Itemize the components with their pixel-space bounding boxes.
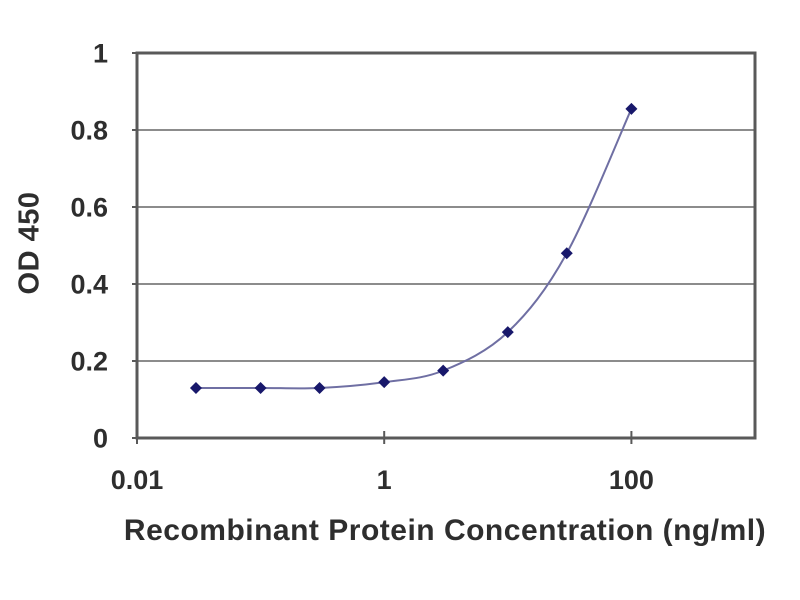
y-tick-label-0.2: 0.2 xyxy=(70,347,108,377)
y-axis-title: OD 450 xyxy=(13,191,46,295)
x-tick-label-0.01: 0.01 xyxy=(111,465,164,495)
series-0-marker-0 xyxy=(189,381,202,394)
series-0-marker-2 xyxy=(313,381,326,394)
plot-frame xyxy=(135,51,757,440)
series-0-marker-4 xyxy=(437,364,450,377)
y-tick-label-0.8: 0.8 xyxy=(70,116,108,146)
series-0-marker-7 xyxy=(625,102,638,115)
y-tick-label-1: 1 xyxy=(93,39,108,69)
series-0-line xyxy=(194,107,633,390)
y-tick-label-0.6: 0.6 xyxy=(70,193,108,223)
series-0-marker-1 xyxy=(254,381,267,394)
series-0-marker-6 xyxy=(560,247,573,260)
x-axis-title: Recombinant Protein Concentration (ng/ml… xyxy=(123,514,767,547)
y-tick-label-0.4: 0.4 xyxy=(70,270,108,300)
x-tick-label-100: 100 xyxy=(609,465,654,495)
x-tick-label-1: 1 xyxy=(377,465,392,495)
series-0-marker-5 xyxy=(501,326,514,339)
y-tick-label-0: 0 xyxy=(93,424,108,454)
series-0-marker-3 xyxy=(378,376,391,389)
